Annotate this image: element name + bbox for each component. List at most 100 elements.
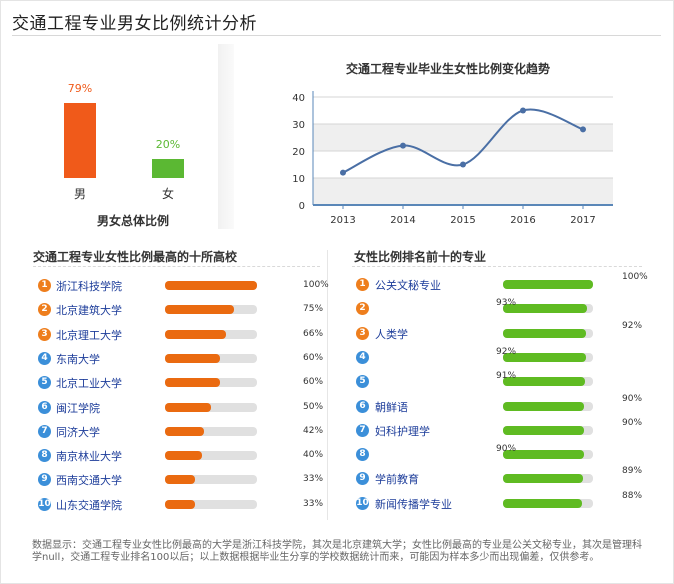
school-row: 3 北京理工大学 66% bbox=[0, 325, 674, 345]
x-tick-label: 2014 bbox=[390, 215, 415, 226]
percent-value: 50% bbox=[303, 401, 324, 412]
overall-category-label: 女 bbox=[161, 187, 174, 201]
rank-badge: 1 bbox=[356, 278, 369, 291]
x-tick-label: 2017 bbox=[570, 215, 595, 226]
panel-shadow bbox=[218, 44, 234, 229]
major-name-link[interactable]: 妇科护理学 bbox=[375, 424, 430, 438]
progress-track bbox=[165, 378, 257, 388]
chart-grid-band bbox=[313, 97, 613, 124]
page-title: 交通工程专业男女比例统计分析 bbox=[12, 14, 257, 34]
rank-badge: 2 bbox=[38, 303, 51, 317]
percent-value: 92% bbox=[622, 320, 643, 331]
majors-section-title: 女性比例排名前十的专业 bbox=[354, 250, 487, 264]
school-name-link[interactable]: 西南交通大学 bbox=[56, 474, 122, 488]
column-divider bbox=[327, 250, 328, 520]
rank-badge: 8 bbox=[356, 448, 369, 462]
school-name-link[interactable]: 浙江科技学院 bbox=[56, 280, 122, 293]
percent-value: 92% bbox=[496, 346, 517, 357]
percent-value: 88% bbox=[622, 490, 643, 501]
y-tick-label: 0 bbox=[299, 201, 305, 212]
trend-data-point bbox=[460, 161, 466, 168]
major-row: 9 学前教育 89% bbox=[0, 466, 674, 489]
school-row: 8 南京林业大学 40% bbox=[0, 446, 674, 466]
progress-track bbox=[503, 377, 593, 387]
progress-track bbox=[503, 352, 593, 362]
progress-fill bbox=[165, 499, 195, 509]
y-tick-label: 30 bbox=[292, 120, 305, 131]
percent-value: 40% bbox=[303, 450, 324, 461]
percent-value: 90% bbox=[622, 393, 643, 404]
major-row: 8 90% bbox=[0, 444, 674, 465]
overall-ratio-caption: 男女总体比例 bbox=[97, 214, 170, 228]
percent-value: 89% bbox=[622, 466, 643, 477]
school-row: 5 北京工业大学 60% bbox=[0, 373, 674, 393]
school-name-link[interactable]: 闽江学院 bbox=[56, 401, 100, 415]
major-row: 10 新闻传播学专业 88% bbox=[0, 490, 674, 514]
percent-value: 93% bbox=[496, 298, 517, 309]
rank-badge: 4 bbox=[356, 350, 369, 364]
rank-badge: 7 bbox=[38, 424, 51, 438]
progress-track bbox=[165, 426, 257, 436]
trend-chart-title: 交通工程专业毕业生女性比例变化趋势 bbox=[346, 62, 551, 76]
progress-track bbox=[503, 304, 593, 314]
majors-section-divider bbox=[352, 266, 642, 267]
major-row: 7 妇科护理学 90% bbox=[0, 417, 674, 441]
overall-percent-label: 79% bbox=[67, 82, 93, 95]
major-name-link[interactable]: 公关文秘专业 bbox=[375, 279, 441, 292]
x-tick-label: 2013 bbox=[330, 215, 355, 226]
progress-track bbox=[165, 451, 257, 461]
school-name-link[interactable]: 北京建筑大学 bbox=[56, 304, 122, 318]
school-row: 1 浙江科技学院 100% bbox=[0, 276, 674, 296]
rank-badge: 9 bbox=[38, 473, 51, 487]
major-name-link[interactable]: 朝鲜语 bbox=[375, 400, 408, 414]
chart-grid-band bbox=[313, 124, 613, 151]
progress-track bbox=[503, 474, 593, 484]
progress-fill bbox=[165, 378, 220, 388]
rank-badge: 2 bbox=[356, 302, 369, 316]
school-name-link[interactable]: 北京理工大学 bbox=[56, 328, 122, 342]
overall-category-label: 男 bbox=[73, 187, 86, 201]
rank-badge: 6 bbox=[38, 400, 51, 414]
percent-value: 66% bbox=[303, 328, 324, 339]
percent-value: 33% bbox=[303, 474, 324, 485]
progress-track bbox=[165, 475, 257, 485]
school-name-link[interactable]: 山东交通学院 bbox=[56, 498, 122, 512]
major-name-link[interactable]: 学前教育 bbox=[375, 473, 419, 487]
school-name-link[interactable]: 南京林业大学 bbox=[56, 450, 122, 464]
rank-badge: 1 bbox=[38, 279, 51, 292]
rank-badge: 3 bbox=[356, 326, 369, 340]
rank-badge: 3 bbox=[38, 327, 51, 341]
progress-track bbox=[165, 402, 257, 412]
major-row: 5 91% bbox=[0, 371, 674, 392]
trend-data-point bbox=[580, 126, 586, 133]
rank-badge: 10 bbox=[356, 496, 369, 510]
school-name-link[interactable]: 北京工业大学 bbox=[56, 377, 122, 391]
percent-value: 91% bbox=[496, 371, 517, 382]
y-tick-label: 10 bbox=[292, 174, 305, 185]
major-name-link[interactable]: 人类学 bbox=[375, 327, 408, 341]
progress-fill bbox=[503, 304, 587, 314]
progress-track bbox=[503, 425, 593, 435]
rank-badge: 4 bbox=[38, 351, 51, 365]
progress-fill bbox=[503, 280, 593, 289]
progress-fill bbox=[503, 401, 584, 411]
progress-fill bbox=[503, 474, 583, 484]
school-name-link[interactable]: 同济大学 bbox=[56, 425, 100, 439]
progress-track bbox=[503, 401, 593, 411]
progress-track bbox=[165, 329, 257, 339]
rank-badge: 7 bbox=[356, 423, 369, 437]
y-tick-label: 40 bbox=[292, 93, 305, 104]
overall-bar-female bbox=[152, 159, 184, 178]
percent-value: 90% bbox=[622, 417, 643, 428]
chart-grid-band bbox=[313, 178, 613, 205]
rank-badge: 8 bbox=[38, 449, 51, 463]
progress-fill bbox=[503, 498, 582, 508]
trend-data-point bbox=[520, 107, 526, 114]
x-tick-label: 2015 bbox=[450, 215, 475, 226]
progress-fill bbox=[503, 425, 584, 435]
overall-percent-label: 20% bbox=[155, 138, 181, 151]
major-name-link[interactable]: 新闻传播学专业 bbox=[375, 497, 452, 511]
school-name-link[interactable]: 东南大学 bbox=[56, 352, 100, 366]
school-row: 4 东南大学 60% bbox=[0, 349, 674, 369]
progress-track bbox=[503, 328, 593, 338]
